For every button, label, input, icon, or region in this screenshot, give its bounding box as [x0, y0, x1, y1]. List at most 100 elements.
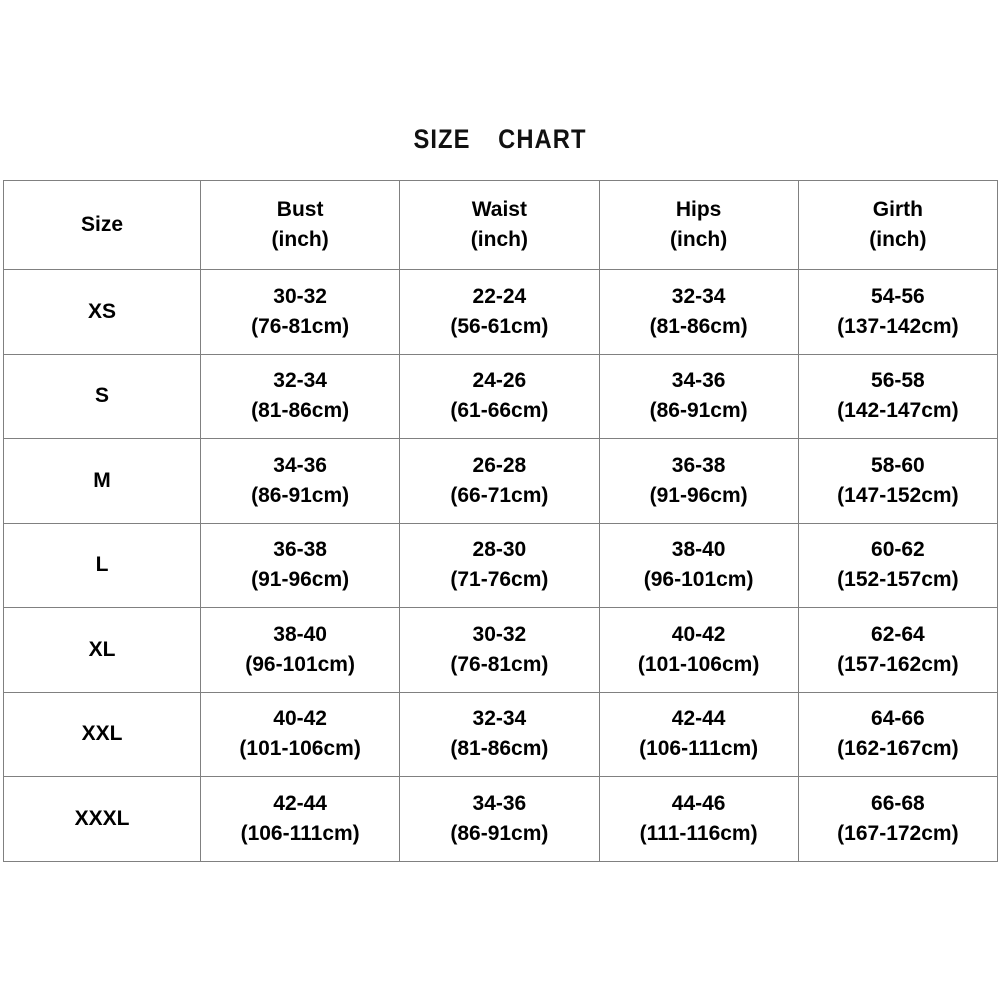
waist-inch: 34-36	[472, 791, 527, 815]
table-row: L 36-38 (91-96cm) 28-30 (71-76cm) 38-40 …	[3, 522, 999, 608]
waist-inch: 22-24	[472, 284, 527, 308]
hips-cm: (96-101cm)	[643, 568, 754, 592]
size-label: XS	[87, 299, 116, 323]
cell-size: M	[3, 438, 201, 524]
girth-inch: 56-58	[871, 369, 925, 393]
bust-cm: (86-91cm)	[251, 483, 350, 507]
cell-bust: 40-42 (101-106cm)	[199, 691, 401, 777]
size-label: L	[95, 553, 109, 577]
cell-bust: 38-40 (96-101cm)	[199, 607, 401, 693]
cell-waist: 28-30 (71-76cm)	[399, 522, 600, 608]
waist-cm: (66-71cm)	[450, 483, 549, 507]
hips-cm: (106-111cm)	[639, 737, 759, 761]
girth-inch: 58-60	[871, 453, 925, 477]
hips-inch: 38-40	[671, 538, 726, 562]
column-header-bust-unit: (inch)	[271, 228, 329, 251]
cell-girth: 60-62 (152-157cm)	[797, 522, 999, 608]
hips-cm: (86-91cm)	[649, 399, 748, 423]
table-row: S 32-34 (81-86cm) 24-26 (61-66cm) 34-36 …	[3, 353, 999, 439]
cell-hips: 44-46 (111-116cm)	[598, 776, 799, 862]
waist-inch: 26-28	[472, 453, 527, 477]
table-row: XXL 40-42 (101-106cm) 32-34 (81-86cm) 42…	[3, 691, 999, 777]
cell-hips: 42-44 (106-111cm)	[598, 691, 799, 777]
girth-inch: 60-62	[871, 538, 925, 562]
waist-cm: (76-81cm)	[450, 652, 549, 676]
cell-hips: 38-40 (96-101cm)	[598, 522, 799, 608]
cell-girth: 58-60 (147-152cm)	[797, 438, 999, 524]
table-row: XL 38-40 (96-101cm) 30-32 (76-81cm) 40-4…	[3, 607, 999, 693]
bust-inch: 40-42	[273, 707, 327, 731]
column-header-waist-unit: (inch)	[470, 228, 528, 251]
cell-waist: 26-28 (66-71cm)	[399, 438, 600, 524]
hips-cm: (101-106cm)	[637, 652, 760, 676]
hips-inch: 32-34	[671, 284, 726, 308]
column-header-girth: Girth (inch)	[797, 180, 999, 270]
cell-hips: 36-38 (91-96cm)	[598, 438, 799, 524]
bust-cm: (101-106cm)	[239, 737, 361, 761]
hips-inch: 42-44	[671, 707, 726, 731]
column-header-girth-label: Girth	[872, 197, 923, 221]
size-label: XXL	[81, 722, 123, 746]
cell-hips: 32-34 (81-86cm)	[598, 269, 799, 355]
cell-girth: 66-68 (167-172cm)	[797, 776, 999, 862]
girth-cm: (142-147cm)	[837, 399, 959, 423]
size-table-container: Size Bust (inch) Waist (inch) Hips (inch…	[3, 180, 999, 862]
hips-cm: (111-116cm)	[639, 821, 758, 845]
bust-cm: (91-96cm)	[251, 568, 350, 592]
cell-bust: 36-38 (91-96cm)	[199, 522, 401, 608]
girth-cm: (137-142cm)	[837, 314, 959, 338]
cell-size: XL	[3, 607, 201, 693]
waist-cm: (86-91cm)	[450, 821, 549, 845]
cell-size: XXL	[3, 691, 201, 777]
cell-size: S	[3, 353, 201, 439]
waist-cm: (81-86cm)	[450, 737, 549, 761]
size-label: XL	[88, 637, 116, 661]
column-header-size: Size	[3, 180, 201, 270]
waist-cm: (71-76cm)	[450, 568, 549, 592]
bust-inch: 38-40	[273, 622, 327, 646]
size-label: M	[93, 468, 111, 492]
column-header-bust-label: Bust	[276, 197, 324, 221]
girth-inch: 66-68	[871, 791, 925, 815]
cell-bust: 42-44 (106-111cm)	[199, 776, 401, 862]
girth-cm: (162-167cm)	[837, 737, 959, 761]
cell-girth: 64-66 (162-167cm)	[797, 691, 999, 777]
column-header-bust: Bust (inch)	[199, 180, 401, 270]
cell-waist: 34-36 (86-91cm)	[399, 776, 600, 862]
bust-inch: 34-36	[273, 453, 327, 477]
waist-inch: 30-32	[472, 622, 527, 646]
cell-size: L	[3, 522, 201, 608]
column-header-girth-unit: (inch)	[869, 228, 927, 251]
cell-bust: 32-34 (81-86cm)	[199, 353, 401, 439]
hips-inch: 40-42	[671, 622, 726, 646]
girth-cm: (157-162cm)	[837, 652, 959, 676]
waist-cm: (61-66cm)	[450, 399, 549, 423]
cell-hips: 34-36 (86-91cm)	[598, 353, 799, 439]
column-header-hips-label: Hips	[675, 197, 722, 221]
girth-inch: 62-64	[871, 622, 925, 646]
cell-girth: 56-58 (142-147cm)	[797, 353, 999, 439]
bust-cm: (106-111cm)	[240, 821, 360, 845]
column-header-size-label: Size	[80, 212, 124, 236]
table-body: XS 30-32 (76-81cm) 22-24 (56-61cm) 32-34…	[3, 269, 999, 862]
cell-waist: 32-34 (81-86cm)	[399, 691, 600, 777]
cell-size: XS	[3, 269, 201, 355]
table-row: XS 30-32 (76-81cm) 22-24 (56-61cm) 32-34…	[3, 269, 999, 355]
bust-cm: (96-101cm)	[245, 652, 355, 676]
hips-cm: (91-96cm)	[649, 483, 748, 507]
bust-inch: 30-32	[273, 284, 327, 308]
cell-waist: 22-24 (56-61cm)	[399, 269, 600, 355]
table-header-row: Size Bust (inch) Waist (inch) Hips (inch…	[3, 180, 999, 270]
bust-cm: (76-81cm)	[251, 314, 350, 338]
hips-inch: 34-36	[671, 369, 726, 393]
cell-waist: 24-26 (61-66cm)	[399, 353, 600, 439]
bust-inch: 42-44	[273, 791, 327, 815]
size-chart-table: Size Bust (inch) Waist (inch) Hips (inch…	[3, 180, 999, 862]
bust-cm: (81-86cm)	[251, 399, 350, 423]
bust-inch: 32-34	[273, 369, 327, 393]
table-row: XXXL 42-44 (106-111cm) 34-36 (86-91cm) 4…	[3, 776, 999, 862]
girth-cm: (147-152cm)	[837, 483, 959, 507]
cell-size: XXXL	[3, 776, 201, 862]
cell-girth: 62-64 (157-162cm)	[797, 607, 999, 693]
